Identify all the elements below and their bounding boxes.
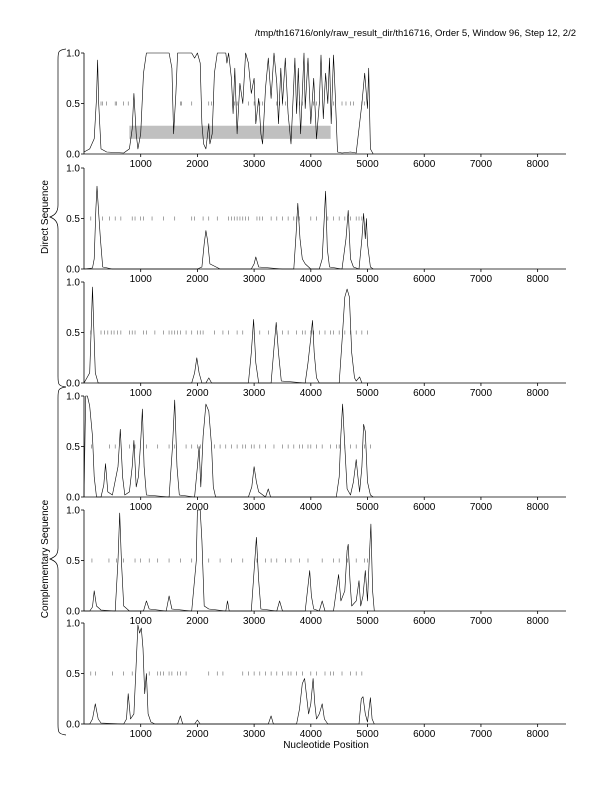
- x-tick-label: 3000: [243, 159, 266, 170]
- panel-5: 0.0 0.5 1.0 1000 2000 3000 4000 5000 6000 7000 800…: [66, 506, 566, 627]
- series-line: [84, 509, 375, 612]
- y-tick-label: 1.0: [66, 506, 80, 517]
- highlight-region: [129, 125, 331, 139]
- group-label-complementary: Complementary Sequence: [40, 499, 51, 618]
- x-tick-label: 6000: [413, 616, 436, 627]
- x-tick-label: 5000: [356, 274, 379, 285]
- y-tick-label: 0.5: [66, 442, 80, 453]
- y-tick-label: 0.5: [66, 669, 80, 680]
- y-tick-label: 0.0: [66, 379, 80, 390]
- x-tick-label: 6000: [413, 502, 436, 513]
- group-direct-sequence: Direct Sequence: [40, 48, 67, 388]
- x-tick-label: 3000: [243, 729, 266, 740]
- x-tick-label: 4000: [300, 388, 323, 399]
- y-tick-label: 1.0: [66, 164, 80, 175]
- x-tick-label: 1000: [130, 729, 153, 740]
- x-tick-label: 1000: [130, 502, 153, 513]
- x-tick-label: 3000: [243, 274, 266, 285]
- panel-2: 0.0 0.5 1.0 1000 2000 3000 4000 5000 6000 7000 800…: [66, 164, 566, 285]
- x-tick-label: 3000: [243, 616, 266, 627]
- x-tick-label: 7000: [470, 159, 493, 170]
- series-line: [83, 52, 374, 155]
- x-tick-label: 8000: [527, 502, 550, 513]
- x-tick-label: 6000: [413, 159, 436, 170]
- x-tick-label: 5000: [356, 616, 379, 627]
- y-tick-label: 1.0: [66, 278, 80, 289]
- y-tick-label: 0.0: [66, 720, 80, 731]
- y-tick-label: 0.5: [66, 99, 80, 110]
- x-tick-label: 6000: [413, 729, 436, 740]
- x-tick-label: 5000: [356, 388, 379, 399]
- series-line: [83, 286, 363, 384]
- y-tick-label: 1.0: [66, 392, 80, 403]
- x-tick-label: 1000: [130, 616, 153, 627]
- y-tick-label: 0.0: [66, 607, 80, 618]
- group-brace-complementary: [49, 386, 67, 736]
- y-tick-label: 1.0: [66, 49, 80, 60]
- x-tick-label: 2000: [186, 274, 209, 285]
- x-tick-label: 2000: [186, 616, 209, 627]
- x-tick-label: 4000: [300, 729, 323, 740]
- panels-container: 0.0 0.5 1.0 1000 2000 3000 4000 5000 6000 7000 800…: [66, 49, 566, 740]
- x-tick-label: 6000: [413, 274, 436, 285]
- x-tick-label: 8000: [527, 388, 550, 399]
- y-tick-label: 0.0: [66, 150, 80, 161]
- x-tick-label: 7000: [470, 729, 493, 740]
- x-tick-label: 3000: [243, 388, 266, 399]
- page-title: /tmp/th16716/only/raw_result_dir/th16716…: [254, 28, 576, 39]
- group-label-direct: Direct Sequence: [40, 180, 51, 254]
- x-tick-label: 1000: [130, 274, 153, 285]
- group-brace-direct: [49, 48, 67, 388]
- x-tick-label: 5000: [356, 502, 379, 513]
- x-tick-label: 8000: [527, 274, 550, 285]
- x-tick-label: 1000: [130, 388, 153, 399]
- x-tick-label: 2000: [186, 388, 209, 399]
- x-tick-label: 1000: [130, 159, 153, 170]
- x-tick-label: 6000: [413, 388, 436, 399]
- panel-6: 0.0 0.5 1.0 1000 2000 3000 4000 5000 6000 7000 800…: [66, 619, 566, 740]
- panel-3: 0.0 0.5 1.0 1000 2000 3000 4000 5000 6000 7000 800…: [66, 278, 566, 399]
- x-tick-label: 8000: [527, 729, 550, 740]
- x-tick-label: 8000: [527, 159, 550, 170]
- y-tick-label: 0.5: [66, 556, 80, 567]
- x-tick-label: 2000: [186, 502, 209, 513]
- x-tick-label: 7000: [470, 274, 493, 285]
- x-tick-label: 7000: [470, 502, 493, 513]
- x-tick-label: 7000: [470, 388, 493, 399]
- x-tick-label: 2000: [186, 729, 209, 740]
- series-line: [83, 185, 374, 270]
- y-tick-label: 0.5: [66, 328, 80, 339]
- panel-4: 0.0 0.5 1.0 1000 2000 3000 4000 5000 6000 7000 800…: [66, 392, 566, 513]
- y-tick-label: 0.5: [66, 214, 80, 225]
- series-line: [84, 624, 375, 725]
- y-tick-label: 0.0: [66, 265, 80, 276]
- x-tick-label: 7000: [470, 616, 493, 627]
- x-axis-title: Nucleotide Position: [283, 740, 369, 751]
- x-tick-label: 8000: [527, 616, 550, 627]
- x-tick-label: 4000: [300, 274, 323, 285]
- y-tick-label: 1.0: [66, 619, 80, 630]
- x-tick-label: 2000: [186, 159, 209, 170]
- y-tick-label: 0.0: [66, 493, 80, 504]
- x-tick-label: 5000: [356, 729, 379, 740]
- x-tick-label: 4000: [300, 502, 323, 513]
- panel-1: 0.0 0.5 1.0 1000 2000 3000 4000 5000 6000 7000 800…: [66, 49, 566, 170]
- series-line: [83, 395, 374, 498]
- x-tick-label: 3000: [243, 502, 266, 513]
- x-tick-label: 4000: [300, 159, 323, 170]
- x-tick-label: 5000: [356, 159, 379, 170]
- x-tick-label: 4000: [300, 616, 323, 627]
- group-complementary-sequence: Complementary Sequence: [40, 386, 67, 736]
